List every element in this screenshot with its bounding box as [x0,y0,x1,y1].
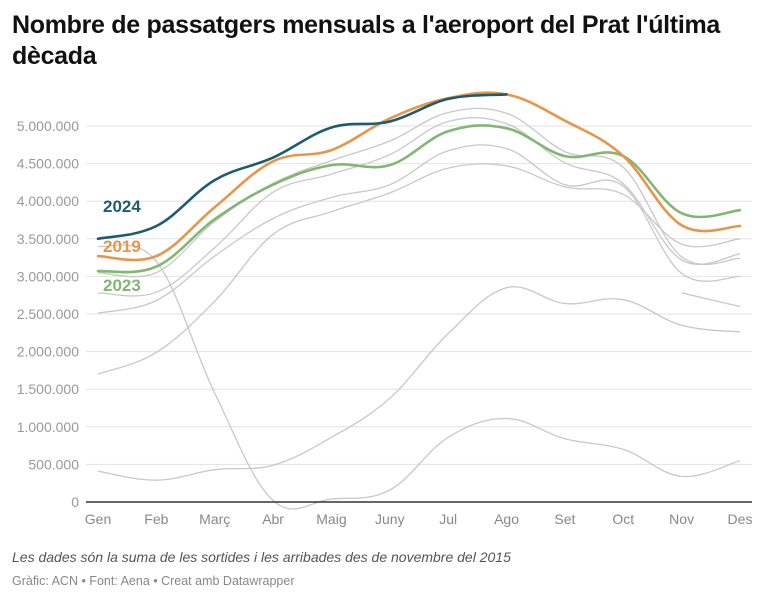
y-tick-label: 2.000.000 [17,344,79,360]
x-tick-label: Abr [262,511,284,527]
y-tick-label: 500.000 [28,456,79,472]
x-tick-label: Gen [85,511,111,527]
y-tick-label: 4.000.000 [17,193,79,209]
series-line-2016 [97,144,741,314]
x-tick-label: Jul [439,511,457,527]
y-tick-label: 2.500.000 [17,306,79,322]
y-tick-label: 4.500.000 [17,156,79,172]
y-axis-labels: 0 500.000 1.000.000 1.500.000 2.000.000 2.500… [17,118,80,510]
y-tick-label: 3.500.000 [17,231,79,247]
series-line-2017 [97,117,741,297]
highlighted-series [96,91,742,274]
series-label-2019: 2019 [103,237,141,256]
background-series [97,107,741,510]
series-line-2015 [681,292,741,308]
series-line-2020 [97,244,741,510]
x-tick-label: Maig [316,511,346,527]
series-label-2023: 2023 [103,276,141,295]
chart-byline: Gràfic: ACN • Font: Aena • Creat amb Dat… [12,574,295,588]
x-tick-label: Juny [375,511,405,527]
x-tick-label: Des [728,511,753,527]
y-tick-label: 1.000.000 [17,419,79,435]
series-labels: 2024 2019 2023 [103,197,141,295]
x-tick-label: Nov [669,511,694,527]
x-tick-label: Feb [144,511,168,527]
line-chart: 0 500.000 1.000.000 1.500.000 2.000.000 2.500… [17,91,753,527]
series-line-2018 [97,107,741,278]
chart-title: Nombre de passatgers mensuals a l'aeropo… [12,11,721,70]
series-line-2024 [96,93,508,241]
chart-notes: Les dades són la suma de les sortides i … [12,549,511,565]
series-line-2019 [96,91,742,262]
gridlines [86,125,752,465]
x-tick-label: Oct [612,511,634,527]
y-tick-label: 0 [71,494,79,510]
series-line-2021 [97,286,741,481]
x-tick-label: Set [554,511,575,527]
series-line-2022 [97,163,741,375]
x-tick-label: Ago [494,511,519,527]
y-tick-label: 1.500.000 [17,381,79,397]
y-tick-label: 5.000.000 [17,118,79,134]
y-tick-label: 3.000.000 [17,268,79,284]
x-tick-label: Març [199,511,230,527]
x-axis-labels: Gen Feb Març Abr Maig Juny Jul Ago Set Oct Nov Des [85,511,753,527]
series-line-2023 [96,124,742,274]
series-label-2024: 2024 [103,197,141,216]
